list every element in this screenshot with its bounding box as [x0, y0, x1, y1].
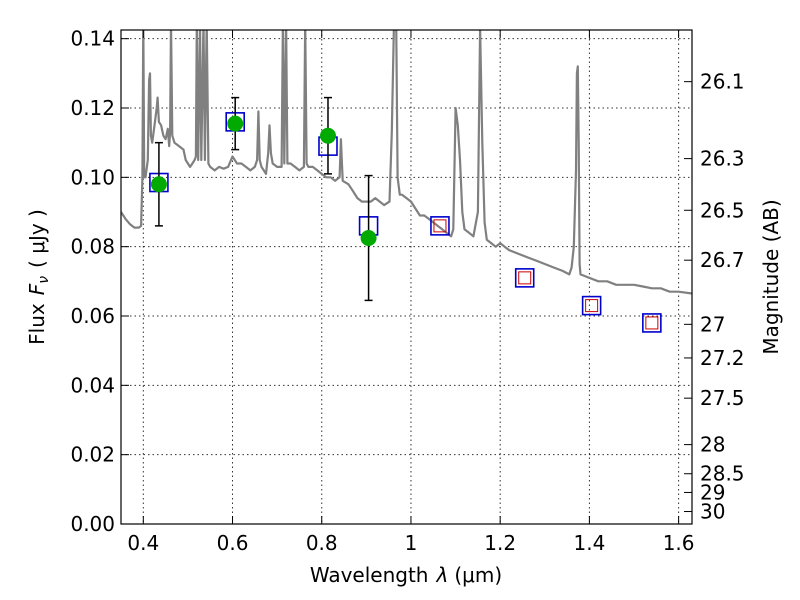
observed-flux-point — [227, 115, 244, 132]
y-tick-label: 0.10 — [70, 165, 115, 189]
observed-flux-point — [319, 127, 336, 144]
y-axis-title-unit: ( μJy ) — [25, 209, 49, 268]
x-axis-title: Wavelength λ (μm) — [310, 563, 502, 587]
y-axis-title: Flux Fν ( μJy ) — [25, 209, 52, 345]
y2-tick-label: 28 — [700, 433, 725, 457]
y2-tick-label: 27.5 — [700, 386, 745, 410]
y2-tick-label: 29 — [700, 480, 725, 504]
data-layer — [121, 30, 692, 295]
x-axis-title-symbol: λ — [436, 563, 449, 587]
model-flux-inner-square — [585, 299, 599, 313]
y2-tick-label: 27.2 — [700, 346, 745, 370]
observed-flux-point — [360, 230, 377, 246]
x-tick-label: 1.2 — [484, 531, 516, 555]
y2-tick-label: 26.1 — [700, 70, 745, 94]
x-tick-label: 1.6 — [663, 531, 695, 555]
y-tick-label: 0.02 — [70, 443, 115, 467]
y-axis-title-prefix: Flux — [25, 303, 49, 345]
template-spectrum-line — [121, 30, 692, 295]
ticks-layer: 0.4 0.6 0.8 1 1.2 1.4 1.6 0.00 0.02 0.04 0.06 0.08 0… — [70, 27, 744, 555]
model-flux-inner-square — [433, 219, 447, 233]
y-tick-label: 0.12 — [70, 96, 115, 120]
y2-tick-label: 28.5 — [700, 462, 745, 486]
x-tick-label: 1.4 — [573, 531, 605, 555]
model-flux-inner-square — [518, 271, 532, 285]
plot-background — [121, 30, 692, 524]
x-axis-title-unit: (μm) — [454, 563, 502, 587]
y2-tick-label: 30 — [700, 500, 725, 524]
model-flux-square — [581, 295, 602, 316]
x-axis-title-prefix: Wavelength — [310, 563, 429, 587]
y-axis-title-subscript: ν — [36, 276, 52, 284]
y2-axis-title: Magnitude (AB) — [759, 199, 783, 354]
x-tick-label: 0.8 — [306, 531, 338, 555]
model-flux-square — [642, 313, 662, 333]
y-tick-label: 0.00 — [70, 512, 115, 536]
y2-tick-label: 26.5 — [700, 198, 745, 222]
y2-tick-label: 26.3 — [700, 147, 745, 171]
y-tick-label: 0.06 — [70, 304, 115, 328]
y-axis-title-symbol: F — [25, 283, 49, 295]
observed-flux-point — [150, 176, 167, 193]
x-tick-label: 0.6 — [217, 531, 249, 555]
y2-tick-label: 27 — [700, 312, 725, 336]
x-tick-label: 1 — [405, 531, 418, 555]
y2-tick-label: 26.7 — [700, 248, 745, 272]
model-flux-inner-square — [645, 316, 659, 330]
y-tick-label: 0.04 — [70, 373, 115, 397]
points-layer — [149, 96, 662, 333]
y-tick-label: 0.08 — [70, 235, 115, 259]
model-flux-square — [430, 216, 450, 236]
plot-frame — [120, 29, 693, 525]
y-tick-label: 0.14 — [70, 27, 115, 51]
model-flux-square — [514, 268, 535, 288]
x-tick-label: 0.4 — [127, 531, 159, 555]
